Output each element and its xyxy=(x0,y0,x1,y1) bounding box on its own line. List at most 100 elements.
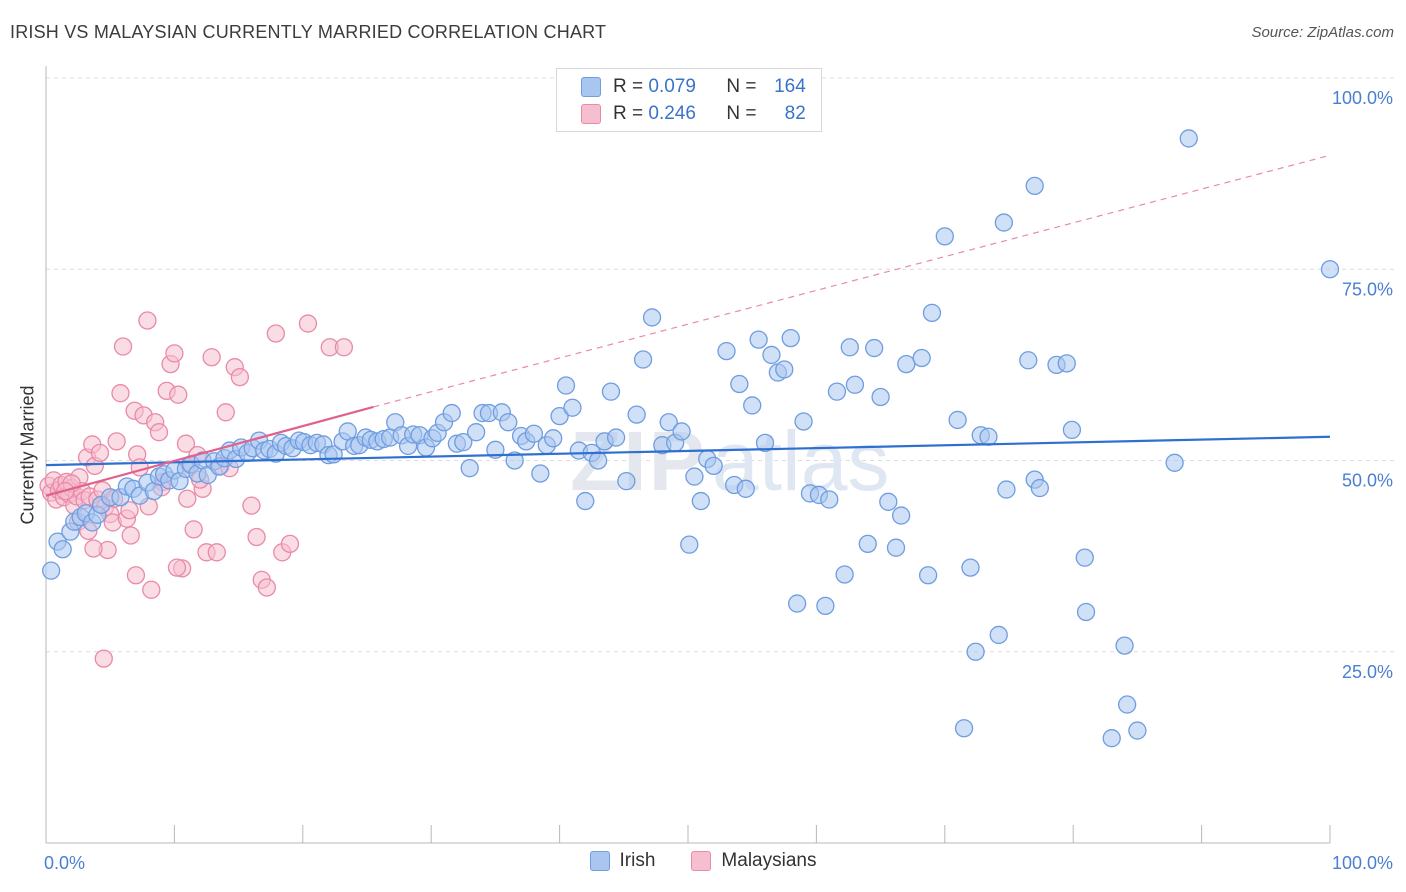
data-point-irish xyxy=(466,423,486,442)
data-point-irish xyxy=(1057,354,1076,373)
legend-r-label: R = xyxy=(613,103,644,124)
legend-n-label: N = xyxy=(726,76,757,97)
data-point-irish xyxy=(787,594,807,613)
data-point-irish xyxy=(879,492,898,511)
legend-label-malaysians: Malaysians xyxy=(721,850,817,871)
data-point-irish xyxy=(994,213,1014,232)
data-point-malaysians xyxy=(216,403,235,422)
watermark: ZIP atlas xyxy=(570,414,889,508)
legend-n-value-irish: 164 xyxy=(774,76,806,97)
data-point-irish xyxy=(1075,548,1094,567)
axes xyxy=(45,66,1331,844)
data-point-irish xyxy=(642,308,662,327)
legend-item-malaysians[interactable]: Malaysians xyxy=(691,850,816,872)
data-point-irish xyxy=(550,406,569,426)
data-point-irish xyxy=(845,375,865,394)
legend-swatch-malaysians xyxy=(581,104,601,124)
x-tick-label-max: 100.0% xyxy=(1332,853,1393,873)
data-point-irish xyxy=(53,540,72,559)
source-label: Source: ZipAtlas.com xyxy=(1251,24,1394,41)
data-point-irish xyxy=(816,596,835,615)
data-point-irish xyxy=(730,374,749,394)
data-point-malaysians xyxy=(202,348,221,367)
data-point-irish xyxy=(922,303,942,323)
data-point-malaysians xyxy=(280,534,300,554)
chart-title: IRISH VS MALAYSIAN CURRENTLY MARRIED COR… xyxy=(10,22,607,42)
legend-label-irish: Irish xyxy=(619,850,656,871)
data-point-irish xyxy=(672,422,691,441)
data-point-malaysians xyxy=(230,367,250,387)
data-point-irish xyxy=(1179,129,1198,148)
data-point-irish xyxy=(531,464,550,483)
data-point-irish xyxy=(454,432,473,452)
data-point-malaysians xyxy=(84,539,103,558)
data-point-irish xyxy=(601,382,621,401)
data-point-irish xyxy=(948,410,967,430)
trendline-malaysians xyxy=(45,405,374,497)
data-point-irish xyxy=(1025,176,1044,196)
data-point-malaysians xyxy=(242,496,261,515)
data-point-irish xyxy=(989,625,1008,645)
legend-r-value-irish: 0.079 xyxy=(648,76,696,97)
data-point-irish xyxy=(544,429,563,448)
data-point-irish xyxy=(912,348,931,368)
legend-row-malaysians: R = 0.246 N = 82 xyxy=(581,101,806,127)
data-point-irish xyxy=(588,451,608,470)
data-point-malaysians xyxy=(94,649,113,668)
data-point-irish xyxy=(617,472,636,491)
data-point-irish xyxy=(691,491,710,511)
data-point-irish xyxy=(1076,602,1096,622)
trendline-irish xyxy=(45,435,1331,467)
data-point-malaysians xyxy=(113,337,133,356)
data-point-irish xyxy=(442,403,461,423)
data-point-irish xyxy=(794,412,813,431)
data-point-irish xyxy=(1128,721,1147,740)
data-point-malaysians xyxy=(165,344,184,363)
data-point-irish xyxy=(685,467,704,486)
data-point-irish xyxy=(755,433,775,453)
data-point-irish xyxy=(499,413,518,432)
data-point-malaysians xyxy=(121,526,140,545)
data-point-malaysians xyxy=(178,489,197,508)
data-point-irish xyxy=(762,345,781,365)
data-point-irish xyxy=(563,398,582,417)
data-point-malaysians xyxy=(184,520,203,539)
data-point-irish xyxy=(749,330,768,349)
legend-swatch-irish xyxy=(589,851,610,871)
data-point-irish xyxy=(865,338,884,358)
data-point-irish xyxy=(886,538,906,557)
data-point-irish xyxy=(627,405,646,424)
data-point-irish xyxy=(1115,636,1134,655)
y-tick-label: 100.0% xyxy=(1332,88,1393,108)
y-tick-label: 25.0% xyxy=(1342,662,1393,682)
legend-n-value-malaysians: 82 xyxy=(784,103,806,124)
legend-item-irish[interactable]: Irish xyxy=(589,850,656,872)
data-point-irish xyxy=(1165,453,1184,472)
data-point-irish xyxy=(717,341,736,361)
data-point-irish xyxy=(524,424,544,443)
data-point-malaysians xyxy=(298,314,318,333)
trend-lines xyxy=(45,154,1331,497)
data-point-irish xyxy=(891,506,911,525)
tick-labels: 25.0% 50.0% 75.0% 100.0% 0.0% 100.0% xyxy=(44,88,1393,873)
data-point-irish xyxy=(633,350,653,369)
data-point-malaysians xyxy=(111,384,130,403)
legend-row-irish: R = 0.079 N = 164 xyxy=(581,74,806,100)
data-point-irish xyxy=(743,396,762,415)
data-point-malaysians xyxy=(149,423,169,442)
data-point-irish xyxy=(1019,351,1038,370)
data-point-malaysians xyxy=(142,580,161,599)
data-point-irish xyxy=(1117,695,1137,714)
data-point-irish xyxy=(576,491,595,511)
data-point-malaysians xyxy=(266,324,285,343)
trendline-malaysians-extension xyxy=(373,154,1331,408)
data-point-malaysians xyxy=(126,566,146,585)
data-point-irish xyxy=(659,413,678,432)
series-malaysians xyxy=(39,311,354,668)
legend-r-value-malaysians: 0.246 xyxy=(648,103,696,124)
data-point-malaysians xyxy=(138,311,157,330)
data-point-malaysians xyxy=(167,558,187,577)
data-point-irish xyxy=(704,456,723,476)
data-point-malaysians xyxy=(90,443,110,463)
